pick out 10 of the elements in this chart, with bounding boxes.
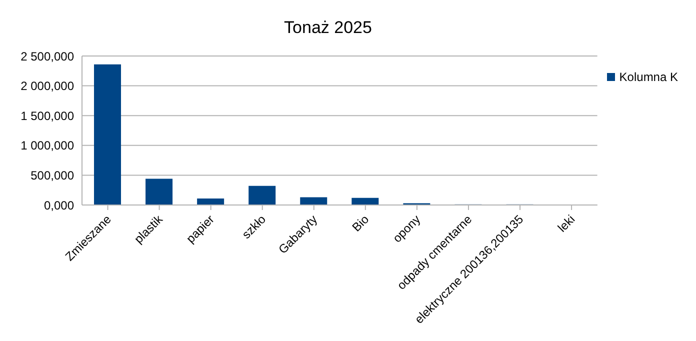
x-tick-label: leki xyxy=(555,212,578,235)
y-tick-label: 1 000,000 xyxy=(20,138,74,153)
y-tick-label: 1 500,000 xyxy=(20,108,74,123)
y-tick-label: 500,000 xyxy=(30,168,74,182)
y-tick-label: 2 000,000 xyxy=(20,79,74,94)
y-tick-label: 2 500,000 xyxy=(20,49,74,64)
x-tick-label: Bio xyxy=(349,212,372,234)
y-tick-label: 0,000 xyxy=(44,198,74,212)
chart-title: Tonaż 2025 xyxy=(283,18,373,38)
legend-label: Kolumna K xyxy=(619,70,678,84)
